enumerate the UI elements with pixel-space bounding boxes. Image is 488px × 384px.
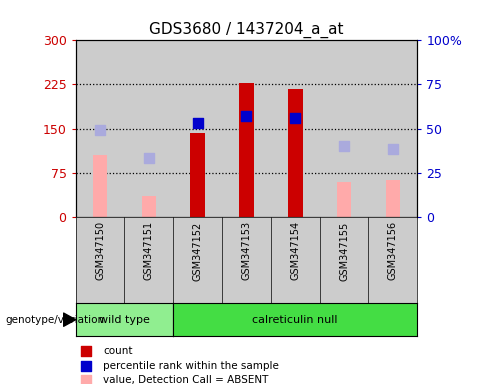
Bar	[271, 40, 320, 217]
Text: GSM347150: GSM347150	[95, 221, 105, 280]
Polygon shape	[63, 313, 76, 326]
Bar	[337, 182, 351, 217]
Point	[194, 120, 202, 126]
Bar	[76, 40, 124, 217]
Point	[291, 115, 299, 121]
Text: GSM347153: GSM347153	[242, 221, 251, 280]
Text: wild type: wild type	[99, 314, 150, 325]
Text: GSM347154: GSM347154	[290, 221, 300, 280]
Title: GDS3680 / 1437204_a_at: GDS3680 / 1437204_a_at	[149, 22, 344, 38]
Bar	[320, 40, 368, 217]
Point	[145, 155, 153, 161]
Text: GSM347155: GSM347155	[339, 221, 349, 281]
Bar	[368, 40, 417, 217]
Point	[82, 362, 90, 369]
Text: genotype/variation: genotype/variation	[5, 314, 104, 325]
Bar	[93, 155, 107, 217]
Text: GSM347156: GSM347156	[388, 221, 398, 280]
Bar	[124, 40, 173, 217]
Text: GSM347152: GSM347152	[193, 221, 203, 281]
Bar	[386, 180, 400, 217]
Point	[340, 143, 348, 149]
Bar	[173, 40, 222, 217]
Text: percentile rank within the sample: percentile rank within the sample	[103, 361, 279, 371]
Point	[96, 127, 104, 133]
Point	[82, 348, 90, 354]
Bar	[190, 133, 205, 217]
Bar	[222, 40, 271, 217]
Text: count: count	[103, 346, 132, 356]
Bar	[142, 196, 156, 217]
Text: GSM347151: GSM347151	[144, 221, 154, 280]
Point	[82, 377, 90, 384]
Bar	[288, 89, 303, 217]
Text: calreticulin null: calreticulin null	[252, 314, 338, 325]
Bar	[239, 83, 254, 217]
Point	[243, 113, 250, 119]
Point	[389, 146, 397, 152]
Text: value, Detection Call = ABSENT: value, Detection Call = ABSENT	[103, 376, 268, 384]
